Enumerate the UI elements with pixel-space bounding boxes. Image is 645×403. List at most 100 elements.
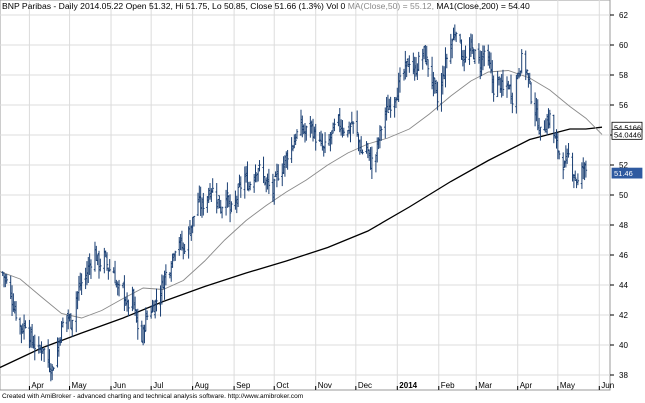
ma200-layer [0,126,603,369]
ohlc-bar [99,258,102,272]
ohlc-bar [33,334,36,361]
ma50-layer [0,70,603,319]
ma50-line [0,70,603,319]
ohlc-bar [445,53,448,69]
ohlc-bar [143,324,146,344]
ohlc-bar [426,58,430,77]
ohlc-bar [211,178,214,193]
ohlc-bar [539,126,542,141]
ohlc-bar [398,67,402,93]
x-tick-label: Sep [236,381,251,390]
ohlc-bar [389,96,392,118]
y-tick-label: 60 [619,41,628,50]
ohlc-bar [349,123,352,143]
ohlc-bar [108,259,111,272]
ohlc-bar [145,310,149,321]
price-label: 54.0446 [614,130,641,139]
ohlc-bar [342,127,345,136]
x-tick-label: Dec [358,381,372,390]
y-tick-label: 44 [619,281,628,290]
ohlc-bar [294,133,297,146]
y-tick-label: 58 [619,71,628,80]
ohlc-bar [18,317,22,335]
ohlc-bar [273,178,276,205]
ohlc-bar [24,320,27,329]
ohlc-bar [226,182,229,208]
ohlc-bar [529,82,533,105]
ohlc-bar [417,51,420,72]
ohlc-bar [576,173,580,186]
ohlc-bar [258,160,261,172]
y-tick-label: 48 [619,221,628,230]
x-tick-label: Aug [195,381,209,390]
x-tick-label: Mar [478,381,492,390]
ohlc-bar [5,273,8,284]
ohlc-bar [183,243,186,255]
axis-layer: 38404244464850525456586062AprMayJunJulAu… [28,11,628,390]
chart-header: BNP Paribas - Daily 2014.05.22 Open 51.3… [2,0,530,12]
ohlc-bar [436,81,439,111]
ohlc-bar [248,181,252,191]
ohlc-bar [557,150,561,160]
ohlc-bar [355,110,359,137]
ohlc-bar [323,132,327,154]
y-tick-label: 46 [619,251,628,260]
y-tick-label: 38 [619,371,628,380]
ohlc-bar [267,168,271,195]
price-label: 54.5166 [614,123,641,132]
x-tick-label: Apr [520,381,533,390]
y-tick-label: 56 [619,101,628,110]
ohlc-bar [230,201,233,213]
x-tick-label: May [72,381,87,390]
ohlc-bar [492,75,495,102]
x-tick-label: 2014 [399,381,417,390]
price-label-box [611,167,643,179]
y-tick-label: 40 [619,341,628,350]
ohlc-bar [236,183,240,208]
ohlc-bar [149,305,153,319]
ohlc-bar [450,38,454,59]
x-tick-label: Nov [318,381,332,390]
ohlc-bar [14,301,18,321]
ohlc-bar [548,109,552,129]
x-tick-label: Jun [601,381,614,390]
ohlc-bar [174,250,177,261]
x-tick-label: Oct [276,381,289,390]
ohlc-bar [584,160,588,178]
ohlc-bar [220,206,224,219]
ohlc-bar [520,49,523,74]
ohlc-bar [105,252,109,271]
ohlc-bar [471,34,474,54]
price-bars [1,24,588,382]
ohlc-bar [42,348,46,362]
ohlc-bar [528,72,531,84]
ohlc-bar [473,49,477,64]
ohlc-bar [567,143,570,158]
ohlc-bar [286,149,289,170]
ohlc-bar [202,192,205,216]
ohlc-bar [155,288,158,312]
ohlc-bar [361,149,364,155]
x-tick-label: Feb [441,381,455,390]
x-tick-label: May [560,381,575,390]
ohlc-bar [351,121,355,134]
ohlc-bar [127,299,130,317]
ohlc-bar [333,118,336,132]
ohlc-bar [136,308,139,340]
ohlc-bar [497,76,501,86]
price-label: 51.46 [614,169,633,178]
chart-title: BNP Paribas - Daily 2014.05.22 Open 51.3… [2,1,346,11]
x-tick-label: Jul [153,381,163,390]
ohlc-bar [228,194,232,223]
ohlc-bar [52,367,55,371]
ohlc-bar [501,69,505,96]
ohlc-bar [464,45,467,63]
ohlc-bar [164,264,168,286]
ohlc-bar [117,279,121,297]
ohlc-bar [574,170,577,181]
ma200-line [0,126,603,369]
ohlc-bar [425,45,428,66]
